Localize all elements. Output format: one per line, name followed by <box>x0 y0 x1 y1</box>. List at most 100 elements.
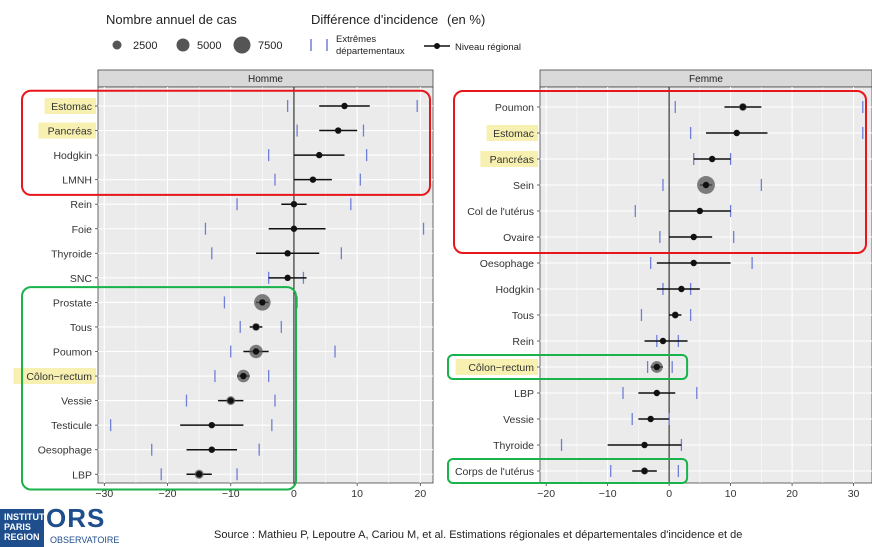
category-label: Tous <box>70 322 92 334</box>
footer <box>0 507 872 547</box>
ors-logo: ORS <box>46 503 106 533</box>
label-highlight <box>44 98 96 114</box>
category-label: Estomac <box>51 101 92 113</box>
regional-point <box>208 446 215 453</box>
x-tick-label: −20 <box>159 488 177 500</box>
regional-point <box>316 151 323 159</box>
label-highlight <box>13 368 97 385</box>
category-label: Thyroide <box>493 440 534 452</box>
category-label: Tous <box>512 310 534 322</box>
category-label: Oesophage <box>38 445 92 457</box>
category-label: Vessie <box>503 414 534 426</box>
panel-background <box>97 86 434 484</box>
regional-point <box>252 323 260 331</box>
category-label: Rein <box>512 336 534 348</box>
regional-point <box>309 176 317 183</box>
legend-bubble-small <box>112 40 122 50</box>
regional-point <box>284 274 291 282</box>
category-label: Hodgkin <box>495 284 534 296</box>
regional-point <box>739 103 747 111</box>
regional-point <box>653 363 661 371</box>
category-label: Col de l'utérus <box>467 206 534 218</box>
regional-point <box>240 372 247 380</box>
highlight-box-green <box>447 354 689 380</box>
legend-size-title: Nombre annuel de cas <box>106 12 237 27</box>
regional-point <box>702 181 710 189</box>
regional-point <box>733 129 740 137</box>
regional-point <box>690 233 697 241</box>
category-label: LBP <box>514 388 534 400</box>
legend-extremes-label: départementaux <box>336 46 405 57</box>
x-tick-label: −10 <box>222 488 240 500</box>
source-citation: Source : Mathieu P, Lepoutre A, Cariou M… <box>214 529 743 541</box>
regional-point <box>647 415 654 423</box>
panel-background <box>539 86 872 484</box>
category-label: Sein <box>513 180 534 192</box>
highlight-box-red <box>21 89 431 196</box>
label-highlight <box>480 151 538 167</box>
regional-point <box>659 337 667 345</box>
x-tick-label: 0 <box>666 488 672 500</box>
panel-strip-label: Femme <box>689 74 723 85</box>
legend-regional-point <box>434 43 440 49</box>
x-tick-label: 20 <box>415 488 427 500</box>
legend-size-value: 2500 <box>133 40 157 52</box>
institut-logo: INSTITUT PARIS REGION <box>0 509 45 547</box>
legend-regional-label: Niveau régional <box>455 42 521 53</box>
ors-logo-subtitle: OBSERVATOIRE <box>50 535 120 545</box>
category-label: Pancréas <box>490 154 534 166</box>
category-label: Pancréas <box>48 126 92 138</box>
highlight-box-green <box>21 286 297 491</box>
legend-size-value: 7500 <box>258 40 282 52</box>
regional-point <box>708 155 716 163</box>
legend-bubble-medium <box>176 38 190 52</box>
x-tick-label: −20 <box>537 488 555 500</box>
category-label: Estomac <box>493 128 534 140</box>
x-tick-label: −10 <box>599 488 617 500</box>
category-label: SNC <box>70 273 93 285</box>
category-label: Ovaire <box>503 232 534 244</box>
x-tick-label: 30 <box>848 488 860 500</box>
panel-femme: Femme −20 −10 0 10 20 30 Poumon Estomac Pancréas S… <box>455 69 872 500</box>
category-label: Thyroide <box>51 248 92 260</box>
category-label: Vessie <box>61 396 92 408</box>
category-label: Hodgkin <box>53 150 92 162</box>
regional-point <box>641 441 648 449</box>
legend-bubble-large <box>233 36 251 54</box>
label-highlight <box>486 125 538 141</box>
regional-point <box>678 285 685 293</box>
forest-plot-figure: Nombre annuel de cas 2500 5000 7500 Diff… <box>13 12 872 500</box>
regional-point <box>227 397 234 404</box>
regional-point <box>334 127 342 134</box>
legend-diff-title: Différence d'incidence <box>311 12 438 27</box>
category-label: Corps de l'utérus <box>455 466 534 478</box>
category-label: LBP <box>72 469 92 481</box>
category-label: Rein <box>70 199 92 211</box>
legend-diff-unit: (en %) <box>447 12 485 27</box>
regional-point <box>341 102 348 110</box>
label-highlight <box>38 122 96 139</box>
regional-point <box>259 299 266 306</box>
x-tick-label: 20 <box>786 488 798 500</box>
legend-size-value: 5000 <box>197 40 221 52</box>
legend: Nombre annuel de cas 2500 5000 7500 Diff… <box>106 12 521 57</box>
x-tick-label: 10 <box>725 488 737 500</box>
regional-point <box>208 421 215 429</box>
regional-point <box>696 207 704 215</box>
category-label: Côlon−rectum <box>26 371 92 383</box>
category-label: Côlon−rectum <box>468 362 534 374</box>
regional-point <box>195 471 203 478</box>
panel-strip-label: Homme <box>248 74 283 85</box>
legend-extremes-label: Extrêmes <box>336 34 376 45</box>
x-tick-label: 10 <box>351 488 363 500</box>
label-highlight <box>455 359 538 375</box>
regional-point <box>690 259 697 267</box>
category-label: Poumon <box>495 102 534 114</box>
highlight-box-green <box>447 458 689 484</box>
category-label: Poumon <box>53 347 92 359</box>
regional-point <box>653 389 661 397</box>
highlight-box-red <box>453 90 867 254</box>
category-label: Testicule <box>51 420 92 432</box>
category-label: LMNH <box>62 175 92 187</box>
panel-homme: Homme −30 −20 −10 0 10 20 Estomac Pancréas Hodgki… <box>13 69 434 500</box>
